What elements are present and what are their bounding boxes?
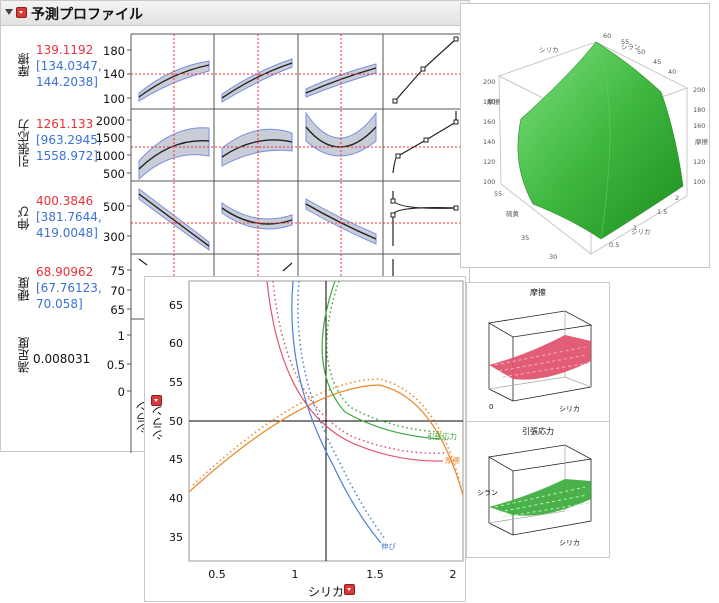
tick: 500	[103, 200, 125, 214]
elongation-ci-high: 419.0048]	[36, 226, 98, 240]
surface-tick: 45	[653, 58, 661, 66]
tensile-ci-low: [963.2945,	[36, 133, 102, 147]
friction-ci-low: [134.0347,	[36, 59, 102, 73]
hardness-ci-low: [67.76123,	[36, 281, 102, 295]
friction-value: 139.1192	[36, 43, 94, 57]
tick: 75	[110, 264, 125, 278]
contour-profiler-window: 65 60 55 50 45 40 35 0.5 1 1.5 2 引張応力	[144, 276, 466, 602]
profiler-title: 予測プロファイル	[31, 7, 143, 23]
mini-origin-label: 0	[489, 403, 493, 411]
contour-y-tick: 60	[169, 337, 183, 350]
surface-plot-window[interactable]: シリカ シラン 摩擦 摩擦 硫黄 シリカ 200 180 160 140 120…	[460, 3, 710, 268]
profiler-grid[interactable]	[1, 1, 471, 453]
surface-tick: 200	[483, 78, 495, 86]
surface-tick: 55	[494, 190, 502, 198]
mini-plot-title: 引張応力	[522, 427, 554, 436]
friction-profile-row	[138, 36, 459, 104]
surface-tick: 140	[483, 138, 495, 146]
hardness-value: 68.90962	[36, 265, 94, 279]
contour-x-tick: 2	[450, 568, 457, 581]
surface-tick: 180	[483, 98, 495, 106]
tensile-curve-label: 引張応力	[427, 431, 457, 441]
contour-y-tick: 50	[169, 415, 183, 428]
friction-ci-high: 144.2038]	[36, 75, 98, 89]
tick: 500	[103, 167, 125, 181]
mini-y-label: シラン	[477, 489, 498, 497]
collapse-triangle-icon[interactable]	[5, 9, 13, 15]
tick: 100	[103, 92, 125, 106]
desirability-value: 0.008031	[33, 352, 91, 366]
contour-x-label: シリカ	[308, 585, 345, 599]
elongation-ci-low: [381.7644,	[36, 210, 102, 224]
tick: 65	[110, 303, 125, 317]
mini-surface-plot-friction[interactable]: 0 シリカ	[467, 297, 611, 427]
surface-tick: 120	[693, 158, 705, 166]
contour-y-tick: 45	[169, 453, 183, 466]
contour-plot[interactable]: 65 60 55 50 45 40 35 0.5 1 1.5 2 引張応力	[145, 277, 467, 603]
elongation-curve-label: 伸び	[381, 541, 396, 551]
surface-tick: 35	[521, 234, 529, 242]
tick: 0.5	[106, 358, 125, 372]
surface-axis-label: 硫黄	[506, 209, 520, 218]
surface-tick: 50	[637, 48, 645, 56]
surface-axis-label: シラン	[621, 43, 641, 51]
surface-tick: 1	[633, 224, 637, 232]
contour-x-tick: 0.5	[208, 568, 226, 581]
surface-axis-label: シリカ	[539, 46, 559, 54]
tensile-ci-high: 1558.972]	[36, 149, 98, 163]
mini-x-label: シリカ	[559, 539, 580, 547]
y-axis-menu-icon[interactable]	[151, 395, 162, 406]
surface-axis-label: 摩擦	[487, 97, 501, 106]
tick: 70	[110, 284, 125, 298]
profiler-title-bar: 予測プロファイル	[1, 1, 469, 26]
surface-tick: 55	[621, 38, 629, 46]
surface-tick: 180	[693, 106, 705, 114]
surface-tick: 2	[675, 194, 679, 202]
tensile-value: 1261.133	[36, 117, 94, 131]
surface-tick: 200	[693, 86, 705, 94]
contour-x-tick: 1	[292, 568, 299, 581]
surface-tick: 60	[603, 32, 611, 40]
tick: 300	[103, 230, 125, 244]
contour-y-tick: 40	[169, 492, 183, 505]
profiler-menu-icon[interactable]	[16, 7, 27, 18]
surface-tick: 0.5	[609, 241, 619, 249]
tick: 0	[117, 385, 125, 399]
surface-tick: 120	[483, 158, 495, 166]
surface-axis-label: シリカ	[631, 228, 651, 236]
contour-y-tick: 65	[169, 299, 183, 312]
tick: 140	[103, 67, 125, 81]
friction-curve-label: 摩擦	[445, 455, 460, 465]
surface-tick: 160	[693, 122, 705, 130]
elongation-value: 400.3846	[36, 194, 94, 208]
tick: 180	[103, 44, 125, 58]
prediction-profiler-window: 予測プロファイル 摩擦 引張応力 伸び 硬度 満足度 139.1192 [134…	[0, 0, 471, 453]
surface-axis-label: 摩擦	[695, 137, 709, 146]
surface-tick: 40	[668, 68, 676, 76]
hardness-ci-high: 70.058]	[36, 297, 83, 311]
contour-x-tick: 1.5	[366, 568, 384, 581]
tensile-profile-row	[138, 111, 459, 181]
mini-surface-plot-tensile[interactable]: シラン シリカ	[467, 435, 611, 565]
tick: 1	[117, 329, 125, 343]
surface-tick: 100	[693, 178, 705, 186]
surface-tick: 30	[549, 253, 557, 261]
contour-y-tick: 35	[169, 531, 183, 544]
surface-tick: 100	[483, 178, 495, 186]
surface-tick: 160	[483, 118, 495, 126]
surface-tick: 1.5	[657, 208, 667, 216]
contour-y-tick: 55	[169, 376, 183, 389]
x-axis-menu-icon[interactable]	[344, 584, 355, 595]
mini-plot-title: 摩擦	[530, 288, 546, 297]
tick: 2000	[95, 114, 125, 128]
tick: 1000	[95, 149, 125, 163]
tick: 1500	[95, 131, 125, 145]
mini-surface-panel: 摩擦 0 シリカ 引張応力 シラン シリカ	[466, 282, 610, 558]
surface-plot[interactable]: シリカ シラン 摩擦 摩擦 硫黄 シリカ 200 180 160 140 120…	[461, 4, 711, 269]
contour-y-label: シラン	[151, 405, 165, 441]
mini-x-label: シリカ	[559, 405, 580, 413]
